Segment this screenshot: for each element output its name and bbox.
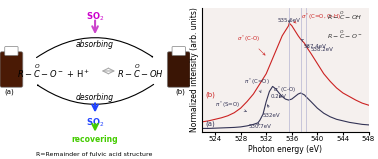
Text: 535.6eV: 535.6eV [278,18,301,23]
Text: absorbing: absorbing [76,40,114,49]
Text: (b): (b) [176,88,186,95]
Y-axis label: Normalized intensity (arb. units): Normalized intensity (arb. units) [191,7,200,132]
Text: 530.7eV: 530.7eV [248,123,271,129]
Text: recovering: recovering [72,135,118,144]
Text: $R-\overset{O}{C}-OH$: $R-\overset{O}{C}-OH$ [117,62,164,80]
FancyArrowPatch shape [37,38,153,58]
Text: 532eV: 532eV [263,105,280,118]
Text: $\sigma^*$(C-O): $\sigma^*$(C-O) [273,84,296,98]
FancyBboxPatch shape [0,52,23,87]
Text: $R-\overset{O}{C}-O^-$ + H$^+$: $R-\overset{O}{C}-O^-$ + H$^+$ [17,62,90,80]
Text: $R-\overset{O}{\underset{}{C}}-O^-$: $R-\overset{O}{\underset{}{C}}-O^-$ [327,28,363,39]
FancyArrowPatch shape [37,84,153,104]
Text: 0.2eV: 0.2eV [271,94,287,99]
Text: 537.4eV: 537.4eV [301,40,326,49]
FancyBboxPatch shape [172,47,185,55]
Text: $R-\overset{O}{\underset{}{C}}-OH$: $R-\overset{O}{\underset{}{C}}-OH$ [327,10,363,21]
Text: (a): (a) [205,120,215,127]
FancyBboxPatch shape [5,47,18,55]
X-axis label: Photon energy (eV): Photon energy (eV) [248,145,322,154]
Text: (a): (a) [5,88,14,95]
Text: 538.2eV: 538.2eV [307,45,334,52]
Text: $\pi^*$(S=O): $\pi^*$(S=O) [215,100,246,112]
Text: (b): (b) [205,92,215,98]
Text: SO$_2$: SO$_2$ [86,117,104,129]
Text: $\sigma^*$(C-O): $\sigma^*$(C-O) [237,34,265,55]
Text: desorbing: desorbing [76,93,114,102]
Text: $\pi^*$(C=O): $\pi^*$(C=O) [244,77,270,93]
Text: SO$_2$: SO$_2$ [86,10,104,23]
Text: $\sigma^*$(C=O, O-H): $\sigma^*$(C=O, O-H) [294,12,341,23]
FancyBboxPatch shape [167,52,190,87]
Text: R=Remainder of fulvic acid structure: R=Remainder of fulvic acid structure [36,152,153,157]
